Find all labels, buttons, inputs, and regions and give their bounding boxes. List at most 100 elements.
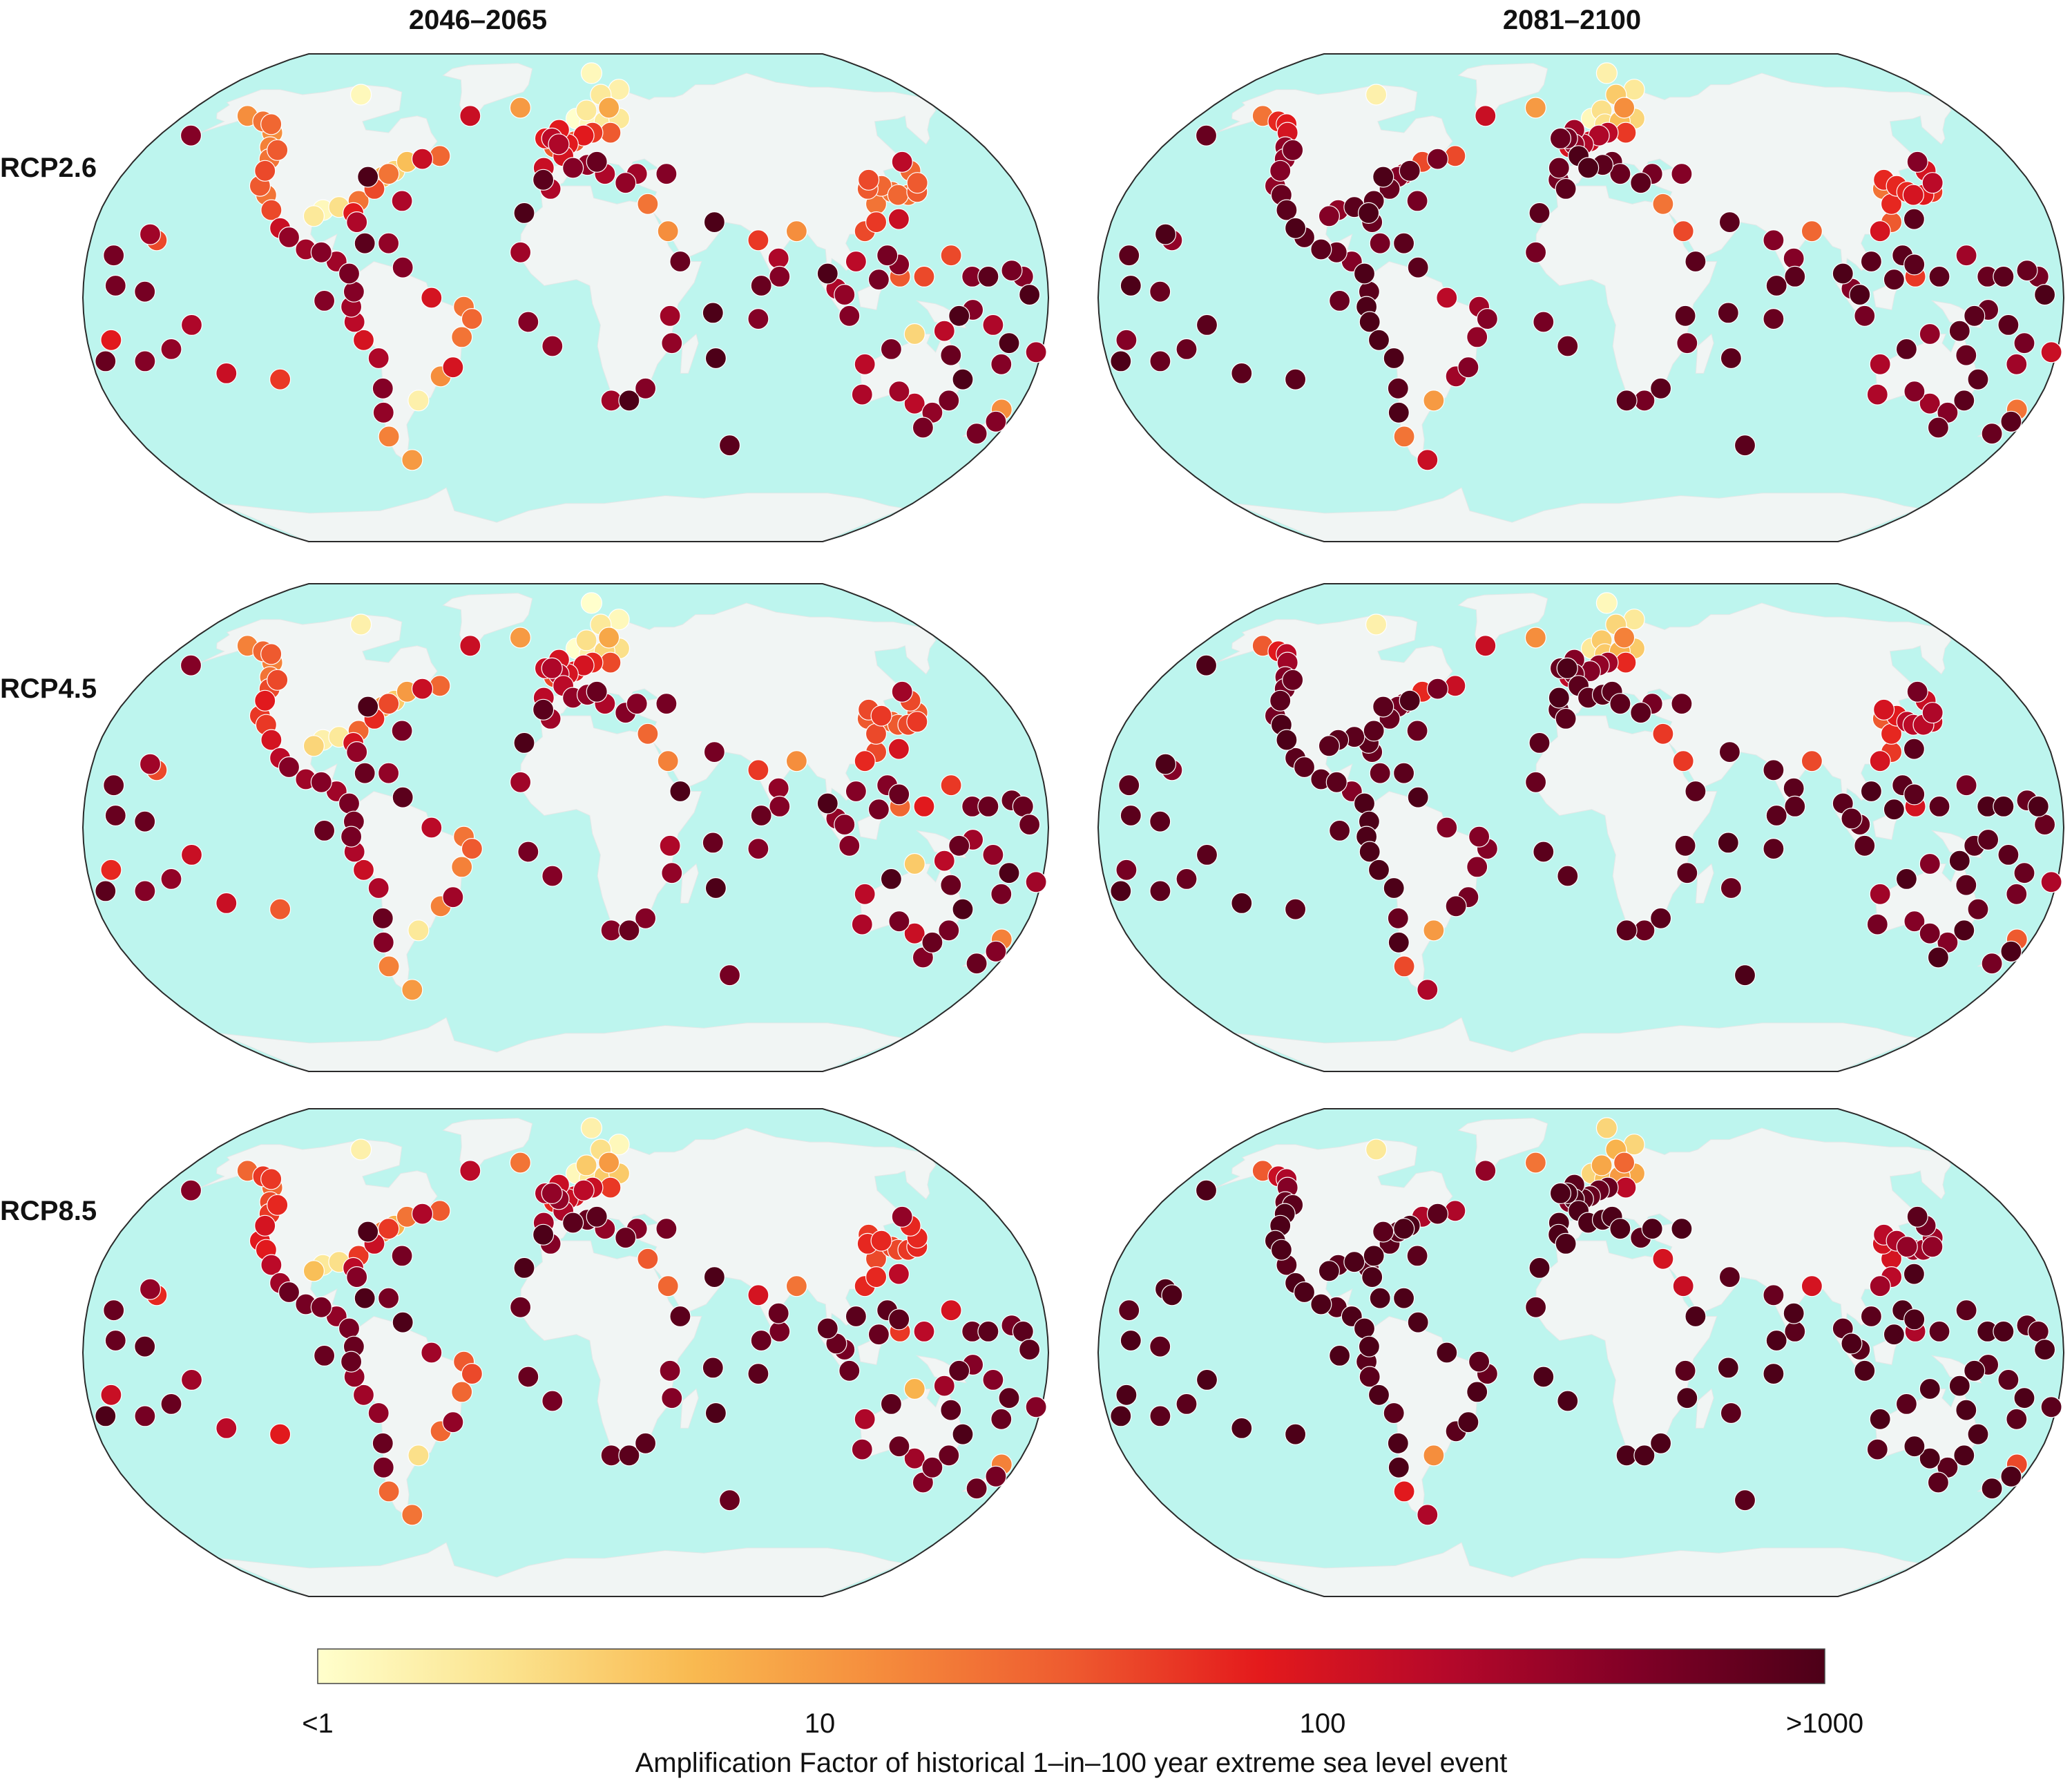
station-marker xyxy=(702,832,724,854)
station-marker xyxy=(509,771,532,793)
station-marker xyxy=(532,698,555,721)
station-marker xyxy=(346,1266,368,1288)
station-marker xyxy=(575,629,597,651)
station-marker xyxy=(1903,254,1926,276)
station-marker xyxy=(411,148,434,170)
colorbar-tick-gt1000: >1000 xyxy=(1786,1708,1863,1739)
station-marker xyxy=(1149,1405,1171,1427)
station-marker xyxy=(1591,1154,1613,1176)
station-marker xyxy=(349,84,372,106)
station-marker xyxy=(718,1489,741,1512)
station-marker xyxy=(1903,1308,1926,1331)
station-marker xyxy=(1231,362,1253,385)
station-marker xyxy=(1650,907,1672,929)
station-marker xyxy=(1967,898,1989,920)
station-marker xyxy=(1734,964,1756,986)
station-marker xyxy=(903,392,925,414)
station-marker xyxy=(278,756,300,779)
station-marker xyxy=(391,1245,413,1267)
station-marker xyxy=(1993,1320,2015,1343)
station-marker xyxy=(952,368,974,390)
station-marker xyxy=(1110,350,1132,372)
station-marker xyxy=(2040,871,2062,893)
station-marker xyxy=(1284,898,1307,920)
station-marker xyxy=(401,979,423,1001)
station-marker xyxy=(103,245,125,267)
station-marker xyxy=(938,390,960,412)
station-marker xyxy=(575,1154,597,1176)
station-marker xyxy=(661,862,683,884)
station-marker xyxy=(1369,232,1391,254)
station-marker xyxy=(845,1305,867,1328)
station-marker xyxy=(948,1360,970,1382)
station-marker xyxy=(966,1478,988,1500)
station-marker xyxy=(704,347,727,370)
station-marker xyxy=(1018,1338,1041,1361)
station-marker xyxy=(952,898,974,920)
station-marker xyxy=(1883,1324,1905,1346)
station-marker xyxy=(461,837,483,860)
station-marker xyxy=(442,356,464,379)
station-marker xyxy=(1685,780,1707,803)
station-marker xyxy=(1784,795,1806,818)
station-marker xyxy=(851,383,873,406)
landmass xyxy=(218,1017,905,1071)
station-marker xyxy=(1276,199,1298,221)
station-marker xyxy=(1652,1248,1674,1270)
station-marker xyxy=(407,1444,430,1467)
station-marker xyxy=(851,1438,873,1460)
column-header-2046-2065: 2046–2065 xyxy=(409,5,547,35)
station-marker xyxy=(1468,826,1490,848)
station-marker xyxy=(750,804,772,827)
station-marker xyxy=(346,211,368,233)
station-marker xyxy=(215,362,238,385)
station-marker xyxy=(982,843,1004,866)
station-marker xyxy=(160,338,182,360)
station-marker xyxy=(392,256,414,278)
station-marker xyxy=(1860,250,1882,273)
station-marker xyxy=(260,199,282,221)
station-marker xyxy=(1406,1245,1428,1267)
station-marker xyxy=(1557,865,1579,887)
station-marker xyxy=(100,859,122,881)
station-marker xyxy=(1630,172,1652,194)
map-panels xyxy=(81,53,2065,1597)
station-marker xyxy=(1555,707,1577,730)
station-marker xyxy=(532,169,555,191)
station-marker xyxy=(1832,263,1854,285)
station-marker xyxy=(1555,178,1577,200)
station-marker xyxy=(1613,627,1635,649)
map-panel-rcp4-5-end-century xyxy=(1097,583,2065,1072)
station-marker xyxy=(1928,795,1950,818)
station-marker xyxy=(1919,922,1941,944)
station-marker xyxy=(513,732,535,754)
station-marker xyxy=(1012,1320,1034,1343)
row-label-rcp8-5: RCP8.5 xyxy=(0,1196,97,1226)
station-marker xyxy=(785,220,808,242)
station-marker xyxy=(854,883,876,905)
station-marker xyxy=(933,320,955,342)
station-marker xyxy=(659,305,681,327)
station-marker xyxy=(1896,1236,1918,1258)
station-marker xyxy=(367,347,390,370)
station-marker xyxy=(1854,1360,1876,1382)
station-marker xyxy=(1866,1438,1888,1460)
station-marker xyxy=(343,280,365,303)
station-marker xyxy=(1720,877,1742,899)
station-marker xyxy=(215,1417,238,1439)
station-marker xyxy=(357,1221,379,1243)
station-marker xyxy=(906,711,928,733)
station-marker xyxy=(1630,702,1652,724)
station-marker xyxy=(747,759,769,781)
station-marker xyxy=(1801,750,1823,772)
station-marker xyxy=(854,353,876,375)
station-marker xyxy=(867,269,890,291)
station-marker xyxy=(1869,883,1891,905)
station-marker xyxy=(1919,323,1941,345)
station-marker xyxy=(750,1329,772,1352)
station-marker xyxy=(1154,753,1177,775)
station-marker xyxy=(1393,1218,1415,1240)
station-marker xyxy=(938,919,960,942)
station-marker xyxy=(1650,377,1672,399)
station-marker xyxy=(637,1248,659,1270)
